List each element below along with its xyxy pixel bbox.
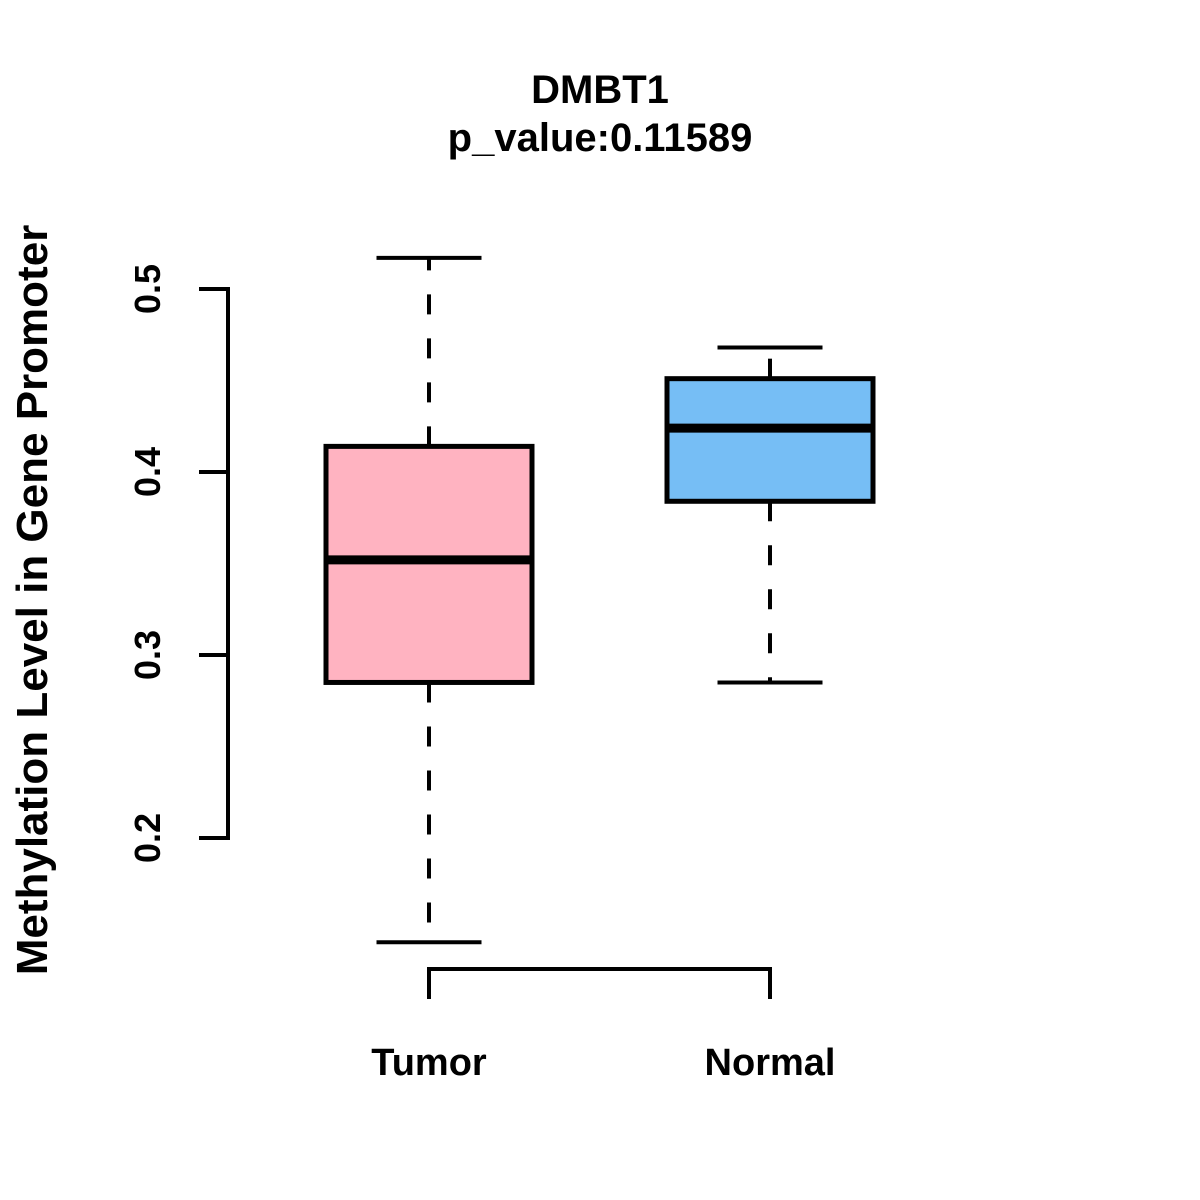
category-label-normal: Normal	[704, 1042, 836, 1084]
category-label-tumor: Tumor	[371, 1042, 487, 1084]
y-tick-label: 0.2	[127, 812, 168, 864]
x-axis-bracket	[427, 967, 772, 999]
y-tick-label: 0.5	[127, 263, 168, 315]
chart-title: DMBT1	[531, 68, 669, 112]
tumor-box	[323, 443, 535, 685]
normal-box	[664, 376, 876, 504]
y-tick-label: 0.4	[127, 446, 168, 498]
y-tick-label: 0.3	[127, 629, 168, 681]
chart-subtitle-pvalue: p_value:0.11589	[447, 116, 753, 160]
